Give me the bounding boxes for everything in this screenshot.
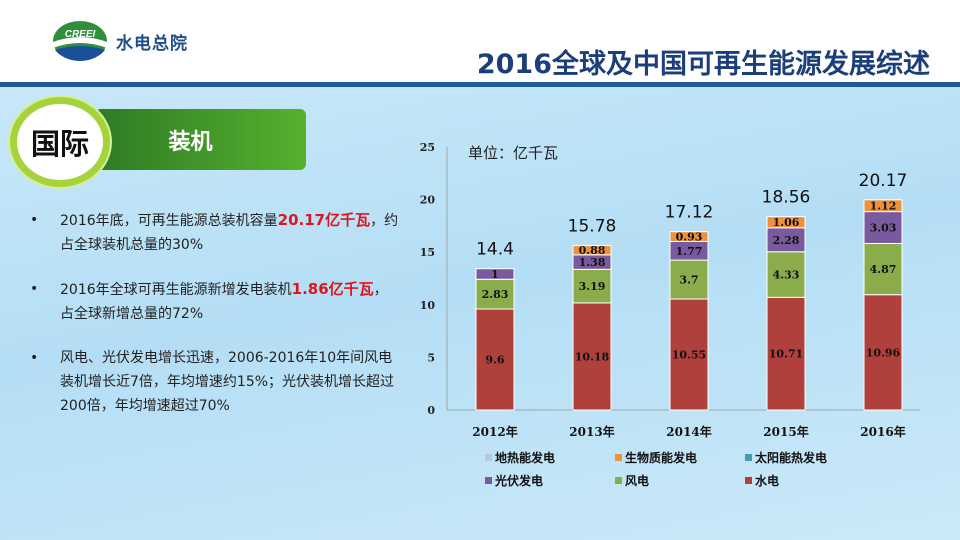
legend-swatch bbox=[745, 454, 752, 461]
bar-segment bbox=[572, 268, 612, 304]
legend-label: 地热能发电 bbox=[495, 450, 555, 465]
bullet-item: • 2016年全球可再生能源新增发电装机1.86亿千瓦，占全球新增总量的72% bbox=[30, 277, 400, 326]
x-tick-label: 2015年 bbox=[763, 424, 808, 439]
bullet-text: 2016年底，可再生能源总装机容量20.17亿千瓦，约占全球装机总量的30% bbox=[60, 208, 400, 257]
bar-value-label: 9.6 bbox=[485, 354, 504, 367]
bar-value-label: 4.33 bbox=[773, 269, 800, 282]
legend-label: 水电 bbox=[755, 473, 779, 488]
legend-label: 光伏发电 bbox=[494, 473, 543, 488]
highlight-value: 1.86亿千瓦 bbox=[291, 280, 374, 298]
bullet-item: • 风电、光伏发电增长迅速，2006-2016年10年间风电装机增长近7倍，年均增… bbox=[30, 346, 400, 418]
bar-total-label: 14.4 bbox=[476, 240, 514, 260]
bar-value-label: 2.83 bbox=[482, 288, 509, 301]
y-tick-label: 5 bbox=[427, 351, 435, 364]
bar-value-label: 1.06 bbox=[773, 216, 800, 229]
bar-segment bbox=[766, 251, 806, 298]
highlight-value: 20.17亿千瓦 bbox=[277, 211, 371, 229]
bar-total-label: 20.17 bbox=[859, 171, 908, 191]
x-tick-label: 2013年 bbox=[569, 424, 614, 439]
bullet-dot: • bbox=[30, 350, 39, 366]
bar-segment bbox=[766, 216, 806, 229]
legend-label: 生物质能发电 bbox=[625, 450, 697, 465]
bullet-dot: • bbox=[30, 212, 39, 228]
bar-segment bbox=[572, 245, 612, 256]
bar-segment bbox=[572, 302, 612, 411]
bar-value-label: 10.71 bbox=[769, 348, 803, 361]
bullet-segment: 2016年底，可再生能源总装机容量 bbox=[60, 213, 278, 229]
legend-swatch bbox=[615, 477, 622, 484]
bar-total-label: 17.12 bbox=[665, 203, 714, 223]
legend-swatch bbox=[745, 477, 752, 484]
bar-segment bbox=[475, 308, 515, 411]
legend-label: 风电 bbox=[625, 473, 649, 488]
bar-segment bbox=[766, 296, 806, 411]
bar-value-label: 3.19 bbox=[579, 280, 606, 293]
bar-value-label: 0.88 bbox=[579, 244, 606, 257]
legend-swatch bbox=[615, 454, 622, 461]
bar-segment bbox=[863, 242, 903, 296]
bar-segment bbox=[863, 199, 903, 213]
bar-segment bbox=[669, 231, 709, 242]
bar-value-label: 10.18 bbox=[575, 350, 610, 363]
bar-segment bbox=[669, 298, 709, 411]
bar-segment bbox=[669, 259, 709, 300]
bullet-segment: ，约占全球装机总量的30% bbox=[60, 213, 399, 253]
unit-label: 单位：亿千瓦 bbox=[468, 144, 558, 162]
bar-value-label: 2.28 bbox=[773, 234, 800, 247]
badge-label: 国际 bbox=[30, 127, 89, 161]
y-tick-label: 0 bbox=[427, 404, 435, 417]
bullet-segment: 风电、光伏发电增长迅速，2006-2016年10年间风电装机增长近7倍，年均增速… bbox=[60, 350, 395, 414]
bullet-item: • 2016年底，可再生能源总装机容量20.17亿千瓦，约占全球装机总量的30% bbox=[30, 208, 400, 257]
bar-value-label: 3.03 bbox=[870, 222, 897, 235]
svg-text:CREEI: CREEI bbox=[65, 29, 96, 40]
x-tick-label: 2016年 bbox=[860, 424, 905, 439]
topic-banner: 装机 bbox=[95, 109, 306, 170]
bullet-segment: 2016年全球可再生能源新增发电装机 bbox=[60, 282, 292, 298]
bar-segment bbox=[863, 211, 903, 244]
legend-swatch bbox=[485, 477, 492, 484]
bar-value-label: 10.96 bbox=[866, 346, 901, 359]
bar-segment bbox=[475, 268, 515, 280]
bar-value-label: 1 bbox=[491, 268, 499, 281]
bullet-dot: • bbox=[30, 281, 39, 297]
logo: CREEI 水电总院 bbox=[52, 20, 188, 62]
x-tick-label: 2012年 bbox=[472, 424, 517, 439]
header bbox=[0, 0, 960, 82]
bar-segment bbox=[863, 294, 903, 411]
org-name: 水电总院 bbox=[116, 33, 188, 54]
bar-value-label: 4.87 bbox=[870, 263, 897, 276]
bar-total-label: 18.56 bbox=[762, 188, 811, 208]
x-tick-label: 2014年 bbox=[666, 424, 711, 439]
bar-value-label: 10.55 bbox=[672, 349, 706, 362]
legend-label: 太阳能热发电 bbox=[755, 450, 827, 465]
y-tick-label: 10 bbox=[420, 299, 436, 312]
bar-total-label: 15.78 bbox=[568, 217, 617, 237]
bar-value-label: 0.93 bbox=[676, 231, 703, 244]
bullet-list: • 2016年底，可再生能源总装机容量20.17亿千瓦，约占全球装机总量的30% •… bbox=[30, 208, 400, 438]
bar-value-label: 1.12 bbox=[870, 200, 897, 213]
bar-value-label: 1.38 bbox=[579, 256, 606, 269]
capacity-chart: 0 5 10 15 20 25 单位：亿千瓦 9.6 2.83 1 14.4 2012年 10.18 3.… bbox=[420, 141, 920, 488]
creei-logo-icon: CREEI bbox=[53, 21, 107, 61]
slide-title: 2016全球及中国可再生能源发展综述 bbox=[476, 49, 930, 80]
bullet-segment: ，占全球新增总量的72% bbox=[60, 282, 388, 322]
topic-label: 装机 bbox=[168, 129, 213, 155]
bullet-text: 2016年全球可再生能源新增发电装机1.86亿千瓦，占全球新增总量的72% bbox=[60, 277, 400, 326]
bullet-text: 风电、光伏发电增长迅速，2006-2016年10年间风电装机增长近7倍，年均增速… bbox=[60, 346, 400, 418]
bar-value-label: 3.7 bbox=[679, 274, 698, 287]
header-divider bbox=[0, 82, 960, 87]
y-tick-label: 20 bbox=[420, 194, 436, 207]
y-tick-label: 25 bbox=[420, 141, 435, 154]
section-badge: 国际 bbox=[10, 97, 110, 187]
bar-value-label: 1.77 bbox=[676, 245, 703, 258]
legend-swatch bbox=[485, 454, 492, 461]
y-tick-label: 15 bbox=[420, 246, 435, 259]
